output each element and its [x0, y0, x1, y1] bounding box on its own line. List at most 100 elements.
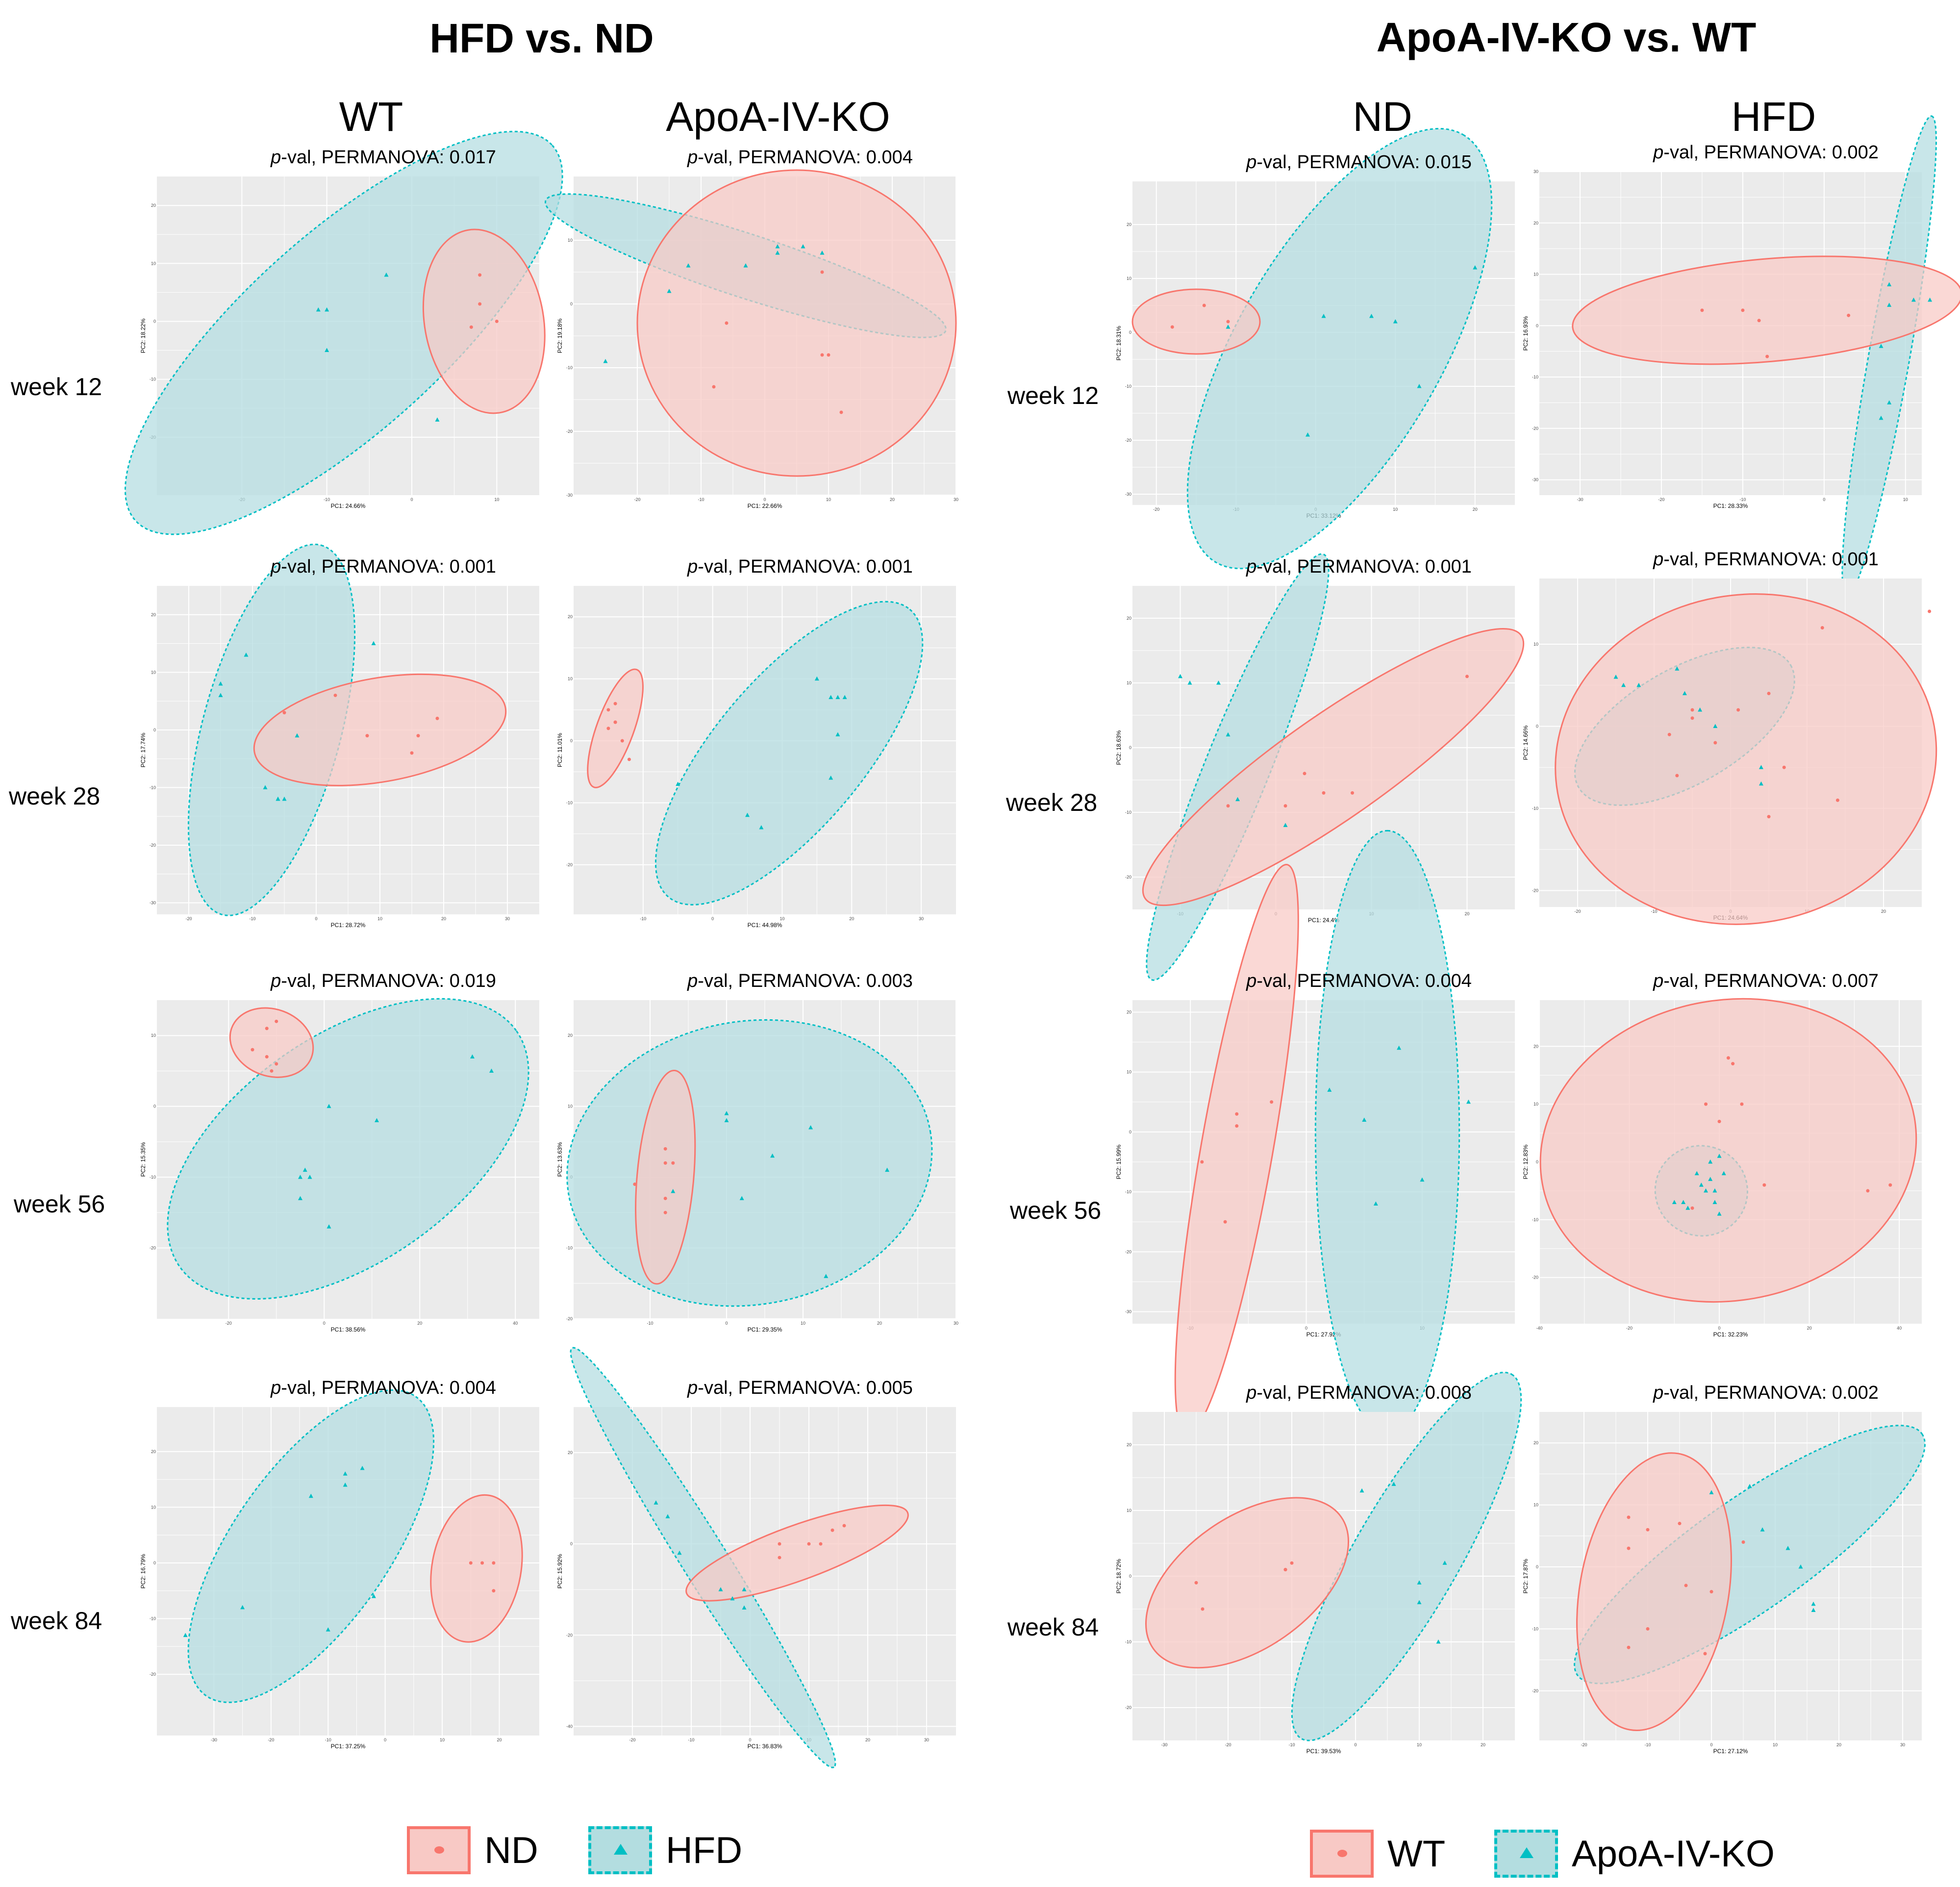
- ellipse-group-b: [125, 130, 563, 535]
- panel-apoa-iv-ko-vs-wt-nd-week-12: p-val, PERMANOVA: 0.015 -20 -10 0 10 20 -30 -20…: [1115, 127, 1520, 570]
- point-group-b: [1708, 1177, 1713, 1181]
- point-group-a: [265, 1055, 269, 1059]
- point-group-a: [1351, 791, 1354, 795]
- y-tick-label: 20: [1127, 1009, 1131, 1014]
- y-axis-label: PC2: 17.87%: [1522, 1559, 1529, 1593]
- point-group-b: [1226, 325, 1231, 329]
- point-group-a: [620, 739, 624, 743]
- x-tick-label: -20: [268, 1737, 274, 1742]
- pval-label: p-val, PERMANOVA: 0.017: [271, 147, 496, 168]
- point-group-b: [327, 1104, 331, 1108]
- point-group-a: [1757, 319, 1761, 323]
- y-tick-label: 10: [151, 261, 156, 266]
- pval-value: 0.017: [449, 147, 496, 168]
- point-group-a: [469, 325, 473, 329]
- circle-icon: [434, 1846, 444, 1854]
- point-group-b: [218, 681, 223, 686]
- point-group-b: [1417, 1580, 1422, 1585]
- point-group-b: [1672, 1200, 1677, 1204]
- x-axis-label: PC1: 38.56%: [331, 1326, 366, 1333]
- point-group-a: [480, 1561, 484, 1565]
- ellipse-group-a: [636, 169, 957, 477]
- point-group-a: [1627, 1515, 1631, 1519]
- y-tick-label: -20: [1532, 1275, 1538, 1280]
- pval-value: 0.003: [866, 971, 913, 991]
- pca-plot: -10 0 10 20 30 -20 -10 0 10 20 PC1: 44.98% PC2: 11.…: [556, 586, 956, 929]
- point-group-b: [384, 272, 389, 277]
- point-group-a: [1675, 774, 1679, 778]
- point-group-b: [307, 1175, 312, 1179]
- pval-value: 0.015: [1425, 152, 1472, 173]
- point-group-b: [829, 695, 833, 700]
- x-tick-label: -30: [1161, 1742, 1167, 1747]
- x-tick-label: -10: [698, 497, 704, 502]
- y-tick-label: -10: [566, 800, 573, 805]
- panel-hfd-vs-nd-apoa-iv-ko-week-12: p-val, PERMANOVA: 0.004 -20 -10 0 10 20 30 -30-…: [545, 147, 961, 525]
- x-axis-label: PC1: 36.83%: [748, 1743, 782, 1750]
- pval-value: 0.004: [1425, 971, 1472, 991]
- y-tick-label: 20: [1127, 616, 1131, 621]
- point-group-b: [730, 1596, 735, 1601]
- x-tick-label: 10: [377, 916, 382, 921]
- point-group-b: [1391, 1482, 1396, 1486]
- point-group-b: [1760, 1527, 1765, 1532]
- x-axis-label: PC1: 44.98%: [748, 922, 782, 929]
- x-tick-label: 0: [1718, 1326, 1721, 1331]
- point-group-a: [1465, 675, 1469, 679]
- x-tick-label: 10: [1903, 497, 1908, 502]
- point-group-a: [1740, 1102, 1744, 1106]
- point-group-b: [326, 1627, 330, 1632]
- ellipse-group-a: [1142, 628, 1525, 906]
- y-tick-label: -30: [1125, 1309, 1131, 1314]
- point-group-b: [343, 1471, 348, 1476]
- y-tick-label: -10: [1125, 1639, 1131, 1644]
- point-group-a: [1226, 804, 1230, 808]
- point-group-b: [360, 1465, 365, 1470]
- y-axis-label: PC2: 18.72%: [1115, 1559, 1122, 1593]
- point-group-b: [1178, 674, 1182, 679]
- pval-suffix: -val, PERMANOVA:: [1256, 556, 1425, 577]
- x-tick-label: 0: [1305, 1326, 1307, 1331]
- x-tick-label: -20: [629, 1737, 635, 1742]
- y-tick-label: 20: [568, 1033, 573, 1038]
- y-tick-label: -10: [1532, 1626, 1538, 1631]
- row-label-week-56-left: week 56: [14, 1190, 105, 1218]
- point-group-b: [1327, 1087, 1332, 1092]
- pca-plot: -40 -20 0 20 40 -20 -10 0 10 20 PC1: 32.23% PC2: 12…: [1522, 998, 1922, 1338]
- x-axis-label: PC1: 24.4%: [1308, 917, 1339, 924]
- point-group-b: [686, 263, 691, 268]
- x-axis-label: PC1: 39.53%: [1307, 1748, 1341, 1755]
- pca-plot: -20 -10 0 10 20 30 -30 -20 -10 0 10 PC1: 22.66% PC2:…: [545, 169, 958, 509]
- y-tick-label: -30: [566, 493, 573, 498]
- point-group-a: [1290, 1561, 1294, 1565]
- x-tick-label: 10: [1393, 507, 1398, 512]
- x-axis-label: PC1: 22.66%: [748, 503, 782, 509]
- ellipse-group-b: [1841, 115, 1937, 598]
- point-group-b: [1675, 666, 1680, 671]
- point-group-a: [1194, 1581, 1198, 1585]
- ellipse-group-a: [1576, 1452, 1732, 1731]
- x-tick-label: -10: [647, 1321, 653, 1326]
- y-tick-label: -20: [1125, 875, 1131, 880]
- point-group-a: [830, 1528, 834, 1532]
- y-axis-label: PC2: 16.79%: [140, 1554, 147, 1588]
- point-group-b: [1712, 1188, 1717, 1193]
- point-group-a: [1201, 1607, 1205, 1611]
- x-tick-label: -10: [640, 916, 646, 921]
- point-group-a: [1684, 1584, 1688, 1587]
- x-tick-label: 20: [1473, 507, 1478, 512]
- ellipse-group-a: [1145, 1497, 1350, 1669]
- legend-wt: WT: [1310, 1830, 1445, 1878]
- point-group-a: [1704, 1102, 1708, 1106]
- point-group-b: [1811, 1601, 1816, 1606]
- pval-prefix: p: [271, 1378, 281, 1398]
- x-tick-label: 10: [779, 916, 784, 921]
- pval-prefix: p: [1653, 142, 1664, 163]
- y-axis-label: PC2: 12.83%: [1522, 1144, 1529, 1179]
- point-group-b: [742, 1605, 747, 1610]
- point-group-b: [1887, 302, 1892, 307]
- point-group-b: [316, 307, 321, 312]
- point-group-a: [1235, 1124, 1239, 1128]
- x-tick-label: 20: [1464, 911, 1469, 916]
